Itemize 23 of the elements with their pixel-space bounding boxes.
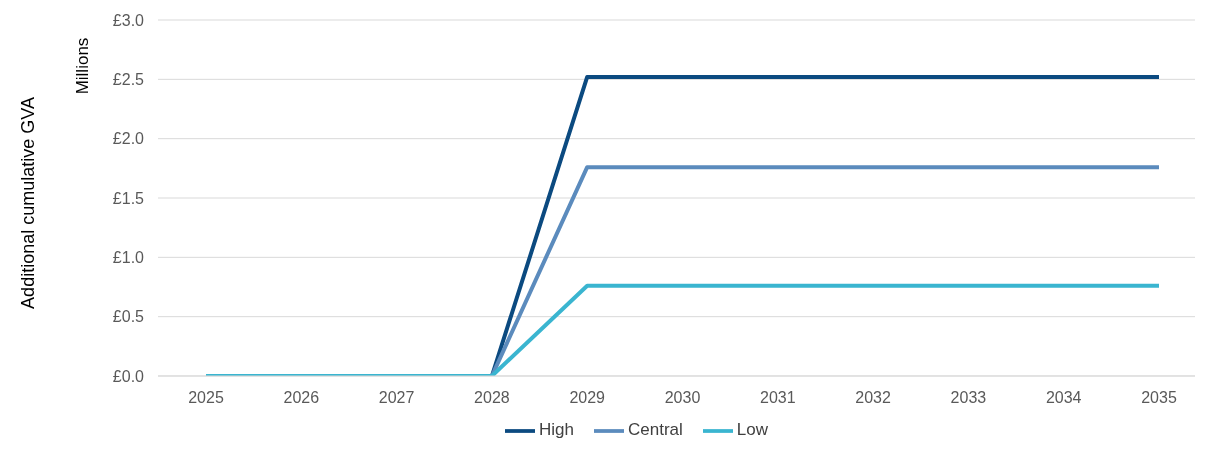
y-tick-label: £1.0 [112, 249, 145, 267]
x-tick-label: 2035 [1141, 389, 1177, 407]
y-tick-label: £0.0 [112, 367, 145, 385]
x-tick-label: 2030 [664, 389, 701, 407]
x-tick-label: 2033 [950, 389, 987, 407]
y-axis-title: Additional cumulative GVA [17, 97, 39, 309]
y-tick-label: £2.0 [112, 130, 145, 148]
legend-label: High [539, 420, 574, 440]
legend-label: Low [736, 420, 768, 440]
y-tick-label: £3.0 [112, 11, 145, 29]
legend-label: Central [627, 420, 683, 440]
x-tick-label: 2034 [1045, 389, 1082, 407]
y-tick-label: £2.5 [112, 71, 145, 89]
x-tick-label: 2025 [188, 389, 224, 407]
text: Millions [73, 37, 93, 95]
x-tick-label: 2029 [569, 389, 606, 407]
x-tick-label: 2031 [760, 389, 796, 407]
y-tick-label: £1.5 [112, 189, 145, 207]
y-tick-label: £0.5 [112, 308, 145, 326]
x-tick-label: 2028 [474, 389, 510, 407]
x-tick-label: 2032 [855, 389, 891, 407]
x-tick-label: 2026 [283, 389, 320, 407]
x-tick-label: 2027 [378, 389, 415, 407]
